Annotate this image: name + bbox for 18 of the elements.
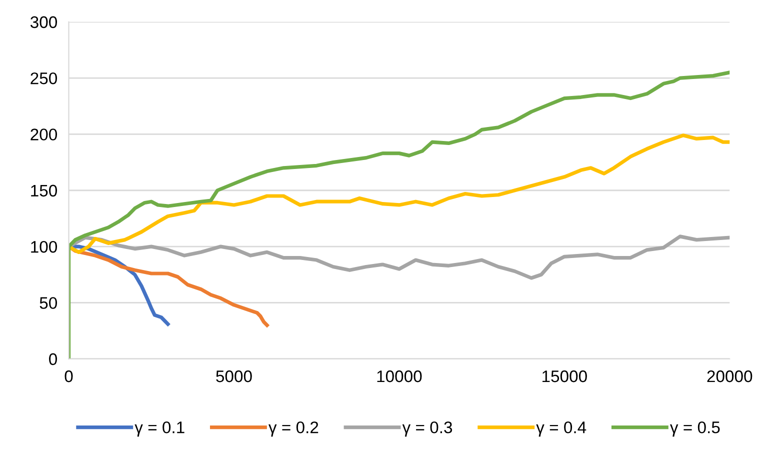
legend-label: γ = 0.5 bbox=[670, 421, 720, 437]
x-tick-label: 15000 bbox=[542, 370, 587, 382]
x-tick-label: 0 bbox=[64, 370, 73, 382]
y-tick-label: 200 bbox=[30, 128, 57, 140]
y-tick-label: 150 bbox=[31, 184, 57, 197]
legend-label: γ = 0.1 bbox=[134, 421, 184, 437]
y-tick-label: 100 bbox=[31, 240, 57, 253]
y-tick-label: 250 bbox=[30, 72, 57, 84]
legend-label: γ = 0.4 bbox=[536, 421, 586, 437]
x-tick-label: 5000 bbox=[216, 370, 252, 382]
legend-label: γ = 0.3 bbox=[402, 421, 452, 437]
y-tick-label: 300 bbox=[30, 16, 57, 28]
y-tick-label: 0 bbox=[49, 353, 57, 366]
x-tick-label: 20000 bbox=[707, 370, 752, 382]
line-series bbox=[68, 134, 730, 254]
x-tick-label: 10000 bbox=[377, 370, 422, 382]
y-tick-label: 50 bbox=[40, 297, 57, 309]
legend-label: γ = 0.2 bbox=[268, 421, 318, 437]
